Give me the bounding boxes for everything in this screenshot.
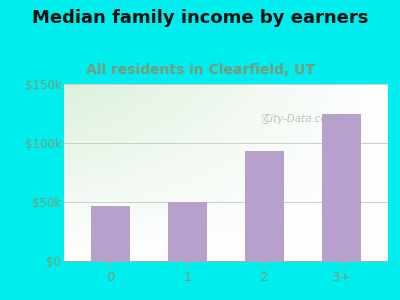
Bar	[168, 202, 207, 261]
Text: All residents in Clearfield, UT: All residents in Clearfield, UT	[86, 63, 314, 77]
Text: ⓘ: ⓘ	[262, 114, 268, 124]
Text: Median family income by earners: Median family income by earners	[32, 9, 368, 27]
Text: City-Data.com: City-Data.com	[264, 114, 338, 124]
Bar	[91, 206, 130, 261]
Bar	[245, 151, 284, 261]
Bar	[322, 113, 361, 261]
